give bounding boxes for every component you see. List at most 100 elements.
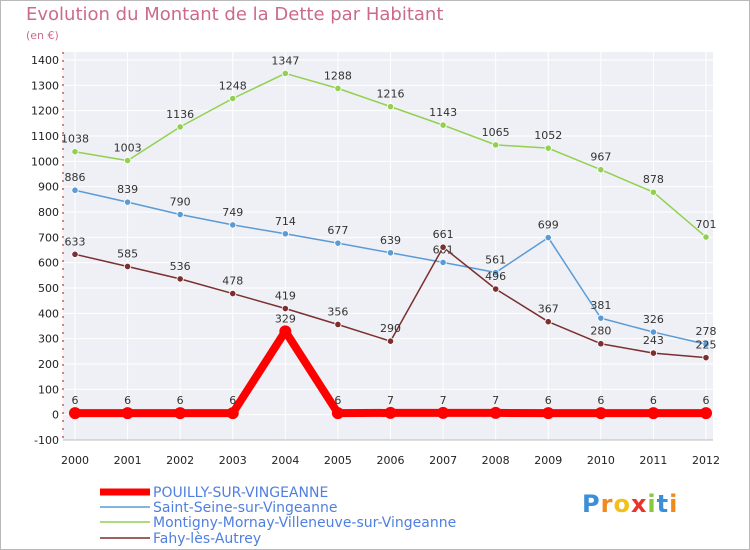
x-tick-label: 2002 — [166, 454, 194, 467]
data-point — [594, 407, 607, 420]
data-label: 1052 — [534, 129, 562, 142]
data-point — [281, 230, 289, 238]
data-point — [123, 198, 132, 206]
data-label: 6 — [597, 394, 604, 407]
data-point — [702, 340, 710, 348]
data-label: 661 — [433, 228, 454, 241]
data-label: 839 — [117, 183, 138, 196]
data-point — [71, 148, 79, 156]
data-label: 496 — [485, 270, 506, 283]
y-tick-label: 600 — [38, 257, 59, 270]
y-tick-label: 500 — [38, 282, 59, 295]
data-label: 7 — [440, 394, 447, 407]
data-label: 6 — [650, 394, 657, 407]
legend-label: POUILLY-SUR-VINGEANNE — [153, 485, 328, 501]
data-point — [439, 121, 447, 129]
data-point — [226, 407, 239, 420]
data-point — [384, 406, 397, 419]
data-point — [492, 268, 500, 277]
data-point — [123, 156, 132, 165]
data-label: 886 — [65, 171, 86, 184]
data-point — [71, 186, 79, 194]
data-label: 878 — [643, 173, 664, 186]
y-tick-label: 900 — [38, 181, 59, 194]
x-tick-label: 2000 — [61, 454, 89, 467]
data-label: 6 — [229, 394, 236, 407]
y-tick-label: 0 — [52, 409, 59, 422]
data-label: 561 — [485, 254, 506, 267]
data-label: 356 — [327, 305, 348, 318]
y-tick-label: 1000 — [31, 155, 59, 168]
data-point — [437, 406, 450, 419]
y-tick-label: 1100 — [31, 130, 59, 143]
data-point — [279, 325, 292, 338]
data-point — [281, 304, 289, 313]
data-point — [649, 349, 658, 357]
x-tick-label: 2008 — [482, 454, 510, 467]
x-tick-label: 2011 — [639, 454, 667, 467]
data-label: 6 — [545, 394, 552, 407]
legend-label: Fahy-lès-Autrey — [153, 531, 261, 547]
data-point — [71, 250, 79, 258]
y-tick-label: 400 — [38, 307, 59, 320]
data-label: 381 — [590, 299, 611, 312]
y-tick-label: 1200 — [31, 105, 59, 118]
data-point — [386, 249, 395, 257]
data-label: 225 — [696, 339, 717, 352]
data-point — [439, 258, 447, 267]
data-point — [597, 340, 605, 348]
data-label: 6 — [177, 394, 184, 407]
data-point — [489, 406, 502, 419]
data-point — [386, 103, 395, 111]
data-point — [121, 407, 134, 420]
x-tick-label: 2004 — [271, 454, 299, 467]
data-label: 1038 — [61, 133, 89, 146]
data-label: 280 — [590, 325, 611, 338]
data-point — [334, 84, 342, 92]
data-label: 419 — [275, 290, 296, 303]
data-label: 536 — [170, 260, 191, 273]
y-tick-label: 800 — [38, 206, 59, 219]
data-label: 677 — [327, 224, 348, 237]
data-point — [123, 262, 132, 271]
y-tick-label: 1400 — [31, 54, 59, 67]
data-label: 6 — [72, 394, 79, 407]
x-tick-label: 2003 — [219, 454, 247, 467]
data-point — [334, 239, 342, 247]
data-point — [702, 354, 710, 362]
data-point — [331, 407, 344, 420]
legend-label: Saint-Seine-sur-Vingeanne — [153, 500, 337, 516]
data-label: 1216 — [377, 88, 405, 101]
data-point — [544, 233, 552, 242]
data-label: 585 — [117, 247, 138, 260]
data-label: 749 — [222, 206, 243, 219]
data-label: 790 — [170, 196, 191, 209]
data-label: 639 — [380, 234, 401, 247]
data-point — [492, 285, 500, 293]
x-tick-label: 2009 — [534, 454, 562, 467]
data-point — [176, 123, 184, 131]
data-label: 699 — [538, 219, 559, 232]
x-tick-label: 2006 — [377, 454, 405, 467]
legend-label: Montigny-Mornay-Villeneuve-sur-Vingeanne — [153, 515, 456, 531]
data-point — [544, 318, 552, 326]
data-point — [386, 337, 395, 345]
chart-subtitle: (en €) — [26, 29, 59, 42]
y-tick-label: 1300 — [31, 79, 59, 92]
data-point — [649, 188, 658, 196]
data-point — [542, 407, 555, 420]
data-point — [281, 69, 289, 78]
data-label: 278 — [696, 325, 717, 338]
x-tick-label: 2001 — [114, 454, 142, 467]
data-label: 478 — [222, 275, 243, 288]
data-label: 1003 — [114, 142, 142, 155]
data-point — [229, 221, 237, 229]
chart-title: Evolution du Montant de la Dette par Hab… — [26, 4, 444, 25]
data-point — [439, 243, 447, 251]
data-point — [69, 407, 81, 420]
data-label: 701 — [696, 218, 717, 231]
data-label: 243 — [643, 334, 664, 347]
data-label: 714 — [275, 215, 296, 228]
data-label: 6 — [703, 394, 710, 407]
data-point — [700, 407, 712, 420]
